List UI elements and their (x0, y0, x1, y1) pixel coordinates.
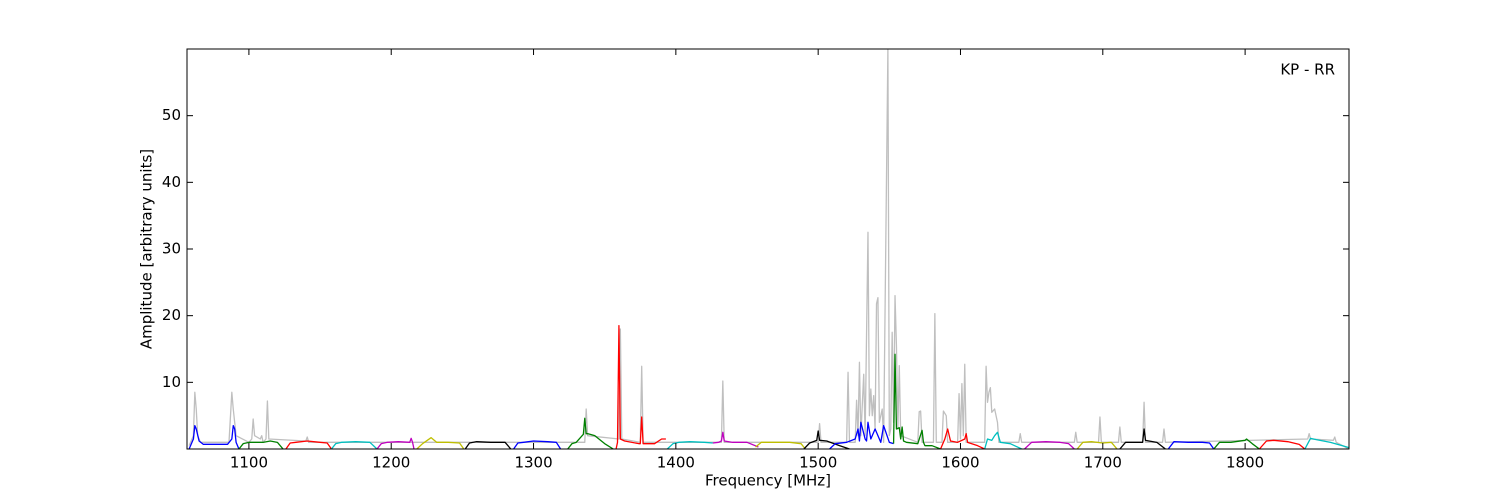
spectrum-line (666, 441, 713, 449)
spectrum-line (464, 441, 512, 449)
spectrum-line (615, 325, 666, 449)
spectrum-line (188, 49, 1349, 449)
spectrum-line (416, 437, 465, 449)
spectrum-line (567, 417, 614, 449)
spectrum-line (892, 353, 941, 449)
spectrum-line (1304, 437, 1349, 449)
spectrum-line (285, 440, 332, 449)
spectrum-line (1119, 428, 1166, 449)
y-axis-label: Amplitude [arbitrary units] (138, 149, 156, 349)
plot-area (188, 49, 1349, 449)
x-tick-label: 1700 (1084, 454, 1122, 472)
x-tick-label: 1500 (799, 454, 837, 472)
spectrum-line (376, 437, 415, 449)
y-tick-label: 30 (162, 240, 181, 258)
x-tick-label: 1100 (230, 454, 268, 472)
spectrum-line (829, 421, 894, 449)
spectrum-line (1213, 438, 1260, 449)
spectrum-line (984, 431, 1022, 449)
x-tick-label: 1400 (657, 454, 695, 472)
x-tick-label: 1300 (514, 454, 552, 472)
spectrum-line (803, 430, 850, 449)
annotation: KP - RR (1280, 61, 1335, 79)
axes-frame (186, 48, 1350, 450)
y-tick-label: 20 (162, 306, 181, 324)
spectrum-line (1024, 441, 1075, 449)
spectrum-line (755, 441, 806, 449)
spectrum-line (712, 431, 759, 448)
x-tick-label: 1800 (1226, 454, 1264, 472)
spectrum-line (939, 428, 985, 449)
y-tick-label: 50 (162, 106, 181, 124)
spectrum-line (1076, 441, 1118, 449)
spectrum-line (188, 425, 240, 449)
spectrum-line (513, 440, 562, 449)
spectrum-line (1167, 441, 1215, 449)
x-tick-label: 1200 (372, 454, 410, 472)
x-tick-label: 1600 (941, 454, 979, 472)
y-tick-label: 10 (162, 373, 181, 391)
spectrum-line (238, 440, 284, 449)
x-axis-label: Frequency [MHz] (705, 472, 831, 490)
spectrum-line (1258, 439, 1306, 449)
spectrum-line (330, 441, 378, 449)
y-tick-label: 40 (162, 173, 181, 191)
